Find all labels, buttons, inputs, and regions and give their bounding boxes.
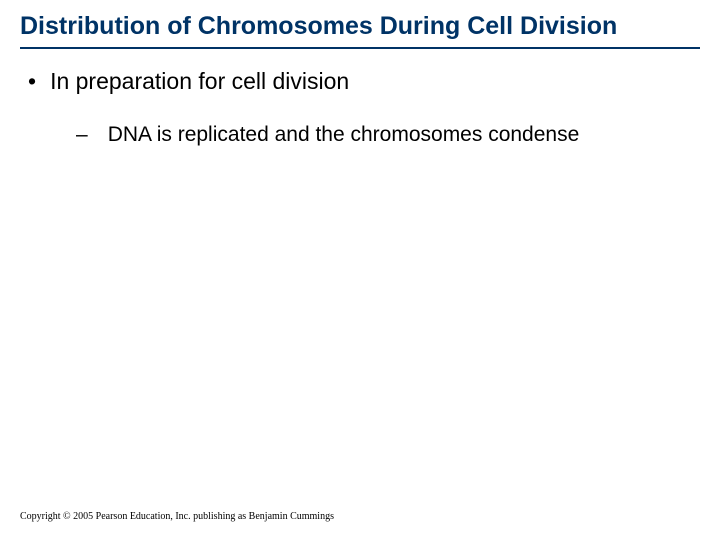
- bullet-marker: –: [76, 121, 88, 149]
- copyright-text: Copyright © 2005 Pearson Education, Inc.…: [20, 511, 334, 522]
- bullet-level1: • In preparation for cell division: [28, 67, 700, 97]
- slide-title: Distribution of Chromosomes During Cell …: [20, 10, 700, 49]
- bullet-level2: – DNA is replicated and the chromosomes …: [76, 121, 640, 149]
- bullet-marker: •: [28, 67, 36, 97]
- slide-container: Distribution of Chromosomes During Cell …: [0, 0, 720, 540]
- bullet-text: DNA is replicated and the chromosomes co…: [108, 121, 580, 149]
- bullet-text: In preparation for cell division: [50, 67, 349, 97]
